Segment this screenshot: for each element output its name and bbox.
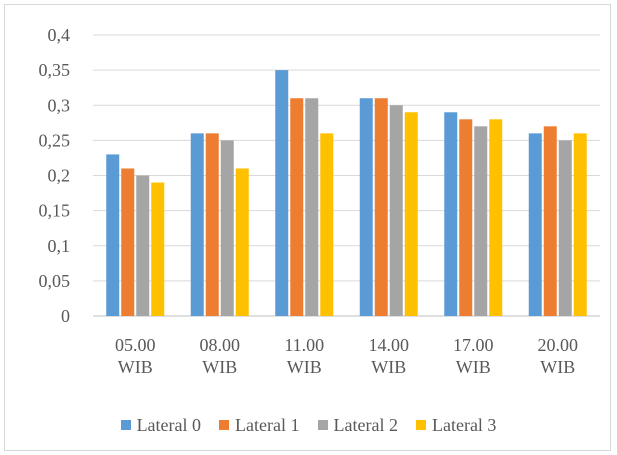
y-axis: 0 0,05 0,1 0,15 0,2 0,25 0,3 0,35 0,4 — [39, 25, 71, 326]
bar — [136, 175, 150, 316]
legend-label: Lateral 0 — [136, 414, 202, 435]
bar — [558, 140, 572, 316]
bar — [489, 119, 503, 316]
y-tick-label: 0,15 — [39, 201, 71, 221]
bar — [374, 98, 388, 316]
x-tick-label: 20.00 — [538, 335, 579, 355]
x-tick-label: 14.00 — [369, 335, 410, 355]
legend-swatch — [120, 420, 131, 430]
bar — [290, 98, 304, 316]
legend-swatch — [219, 420, 230, 430]
y-tick-label: 0,3 — [48, 95, 71, 115]
bar — [151, 182, 165, 316]
bar — [205, 133, 219, 316]
x-tick-label: WIB — [202, 357, 237, 377]
y-tick-label: 0,4 — [48, 25, 71, 45]
x-tick-label: WIB — [118, 357, 153, 377]
y-tick-label: 0,05 — [39, 271, 71, 291]
gridlines — [93, 34, 600, 317]
bars — [106, 70, 587, 317]
legend-item: Lateral 2 — [317, 414, 398, 436]
legend-swatch — [317, 420, 328, 430]
x-tick-label: 17.00 — [453, 335, 494, 355]
legend-item: Lateral 1 — [219, 414, 300, 436]
x-tick-label: WIB — [371, 357, 406, 377]
y-tick-label: 0,1 — [48, 236, 71, 256]
bar — [543, 126, 557, 316]
bar — [275, 70, 289, 316]
bar — [320, 133, 334, 316]
bar — [459, 119, 473, 316]
legend-item: Lateral 0 — [120, 414, 202, 436]
bar — [444, 112, 458, 317]
legend-label: Lateral 1 — [235, 414, 300, 435]
bar — [389, 105, 403, 316]
bar — [305, 98, 319, 316]
legend-swatch — [415, 420, 426, 430]
x-tick-label: 11.00 — [284, 335, 324, 355]
legend-label: Lateral 3 — [431, 414, 497, 435]
bar — [235, 168, 249, 316]
x-tick-label: 08.00 — [200, 335, 241, 355]
bar — [190, 133, 204, 316]
y-tick-label: 0,25 — [39, 130, 71, 150]
bar — [220, 140, 234, 316]
x-tick-label: WIB — [287, 357, 322, 377]
y-tick-label: 0,35 — [39, 60, 71, 80]
x-axis: 05.00WIB08.00WIB11.00WIB14.00WIB17.00WIB… — [115, 335, 578, 377]
x-tick-label: WIB — [456, 357, 491, 377]
y-tick-label: 0,2 — [48, 166, 71, 186]
legend-item: Lateral 3 — [415, 414, 497, 436]
bar — [106, 154, 120, 316]
bar — [474, 126, 488, 316]
bar — [404, 112, 418, 317]
legend-label: Lateral 2 — [333, 414, 398, 435]
y-tick-label: 0 — [61, 306, 70, 326]
x-tick-label: WIB — [540, 357, 575, 377]
bar — [528, 133, 542, 316]
bar — [121, 168, 135, 316]
bar — [573, 133, 587, 316]
bar — [359, 98, 373, 316]
legend: Lateral 0 Lateral 1 Lateral 2 Lateral 3 — [0, 412, 617, 438]
x-tick-label: 05.00 — [115, 335, 156, 355]
